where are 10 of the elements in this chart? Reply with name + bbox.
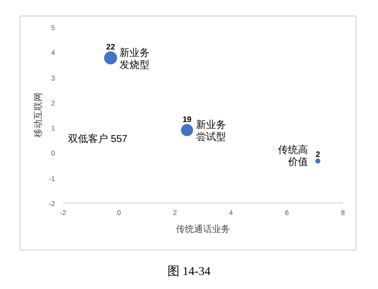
annotation: 新业务发烧型 [120,46,150,71]
caption: 图 14-34 [168,264,210,278]
data-label: 19 [182,115,192,124]
annotation: 双低客户 557 [68,133,128,145]
data-label: 22 [106,42,116,52]
x-axis-title: 传统通话业务 [176,224,230,234]
y-axis-title: 移动互联网 [33,92,43,138]
data-label: 2 [316,150,321,160]
annotation: 新业务尝试型 [196,119,226,144]
annotation: 传统高价值 [278,144,308,168]
